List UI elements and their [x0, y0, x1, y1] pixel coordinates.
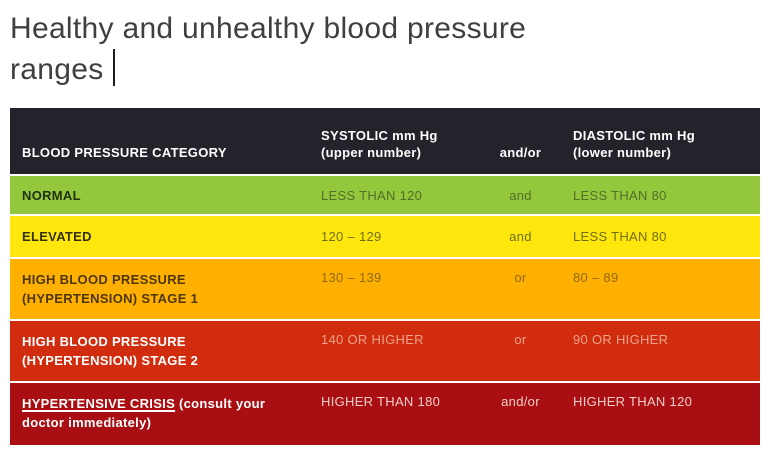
diastolic-cell: 90 OR HIGHER	[573, 332, 669, 347]
header-systolic: SYSTOLIC mm Hg (upper number)	[321, 128, 438, 160]
header-diastolic: DIASTOLIC mm Hg (lower number)	[573, 128, 695, 160]
header-connector: and/or	[499, 145, 542, 160]
table-header-row: BLOOD PRESSURE CATEGORY SYSTOLIC mm Hg (…	[10, 108, 760, 174]
diastolic-cell: LESS THAN 80	[573, 229, 667, 244]
crisis-label-note: (consult your doctor immediately)	[22, 396, 266, 430]
systolic-cell: LESS THAN 120	[321, 187, 423, 203]
page-title[interactable]: Healthy and unhealthy blood pressure rang…	[10, 8, 526, 90]
table-row-hypertension-stage-2: HIGH BLOOD PRESSURE (HYPERTENSION) STAGE…	[10, 321, 760, 381]
systolic-cell: HIGHER THAN 180	[321, 394, 441, 409]
category-cell: HIGH BLOOD PRESSURE (HYPERTENSION) STAGE…	[22, 272, 199, 306]
page-title-line2: ranges	[10, 53, 104, 86]
table-row-hypertensive-crisis: HYPERTENSIVE CRISIS (consult your doctor…	[10, 383, 760, 445]
connector-cell: and	[509, 229, 532, 244]
table-row-hypertension-stage-1: HIGH BLOOD PRESSURE (HYPERTENSION) STAGE…	[10, 259, 760, 319]
category-cell: ELEVATED	[22, 229, 92, 244]
diastolic-cell: 80 – 89	[573, 270, 619, 285]
systolic-cell: 130 – 139	[321, 270, 382, 285]
connector-cell: or	[514, 270, 527, 285]
text-cursor	[112, 49, 115, 86]
header-category: BLOOD PRESSURE CATEGORY	[22, 145, 227, 160]
table-row-elevated: ELEVATED 120 – 129 and LESS THAN 80	[10, 216, 760, 257]
systolic-cell: 140 OR HIGHER	[321, 332, 424, 347]
connector-cell: or	[514, 332, 527, 347]
table-row-normal: NORMAL LESS THAN 120 and LESS THAN 80	[10, 176, 760, 214]
blood-pressure-table: BLOOD PRESSURE CATEGORY SYSTOLIC mm Hg (…	[10, 108, 760, 445]
category-cell: HYPERTENSIVE CRISIS (consult your doctor…	[10, 383, 309, 432]
category-cell: NORMAL	[22, 187, 81, 203]
diastolic-cell: LESS THAN 80	[573, 187, 667, 203]
page-title-line1: Healthy and unhealthy blood pressure	[10, 12, 527, 45]
connector-cell: and/or	[501, 394, 540, 409]
systolic-cell: 120 – 129	[321, 229, 382, 244]
crisis-label-underlined: HYPERTENSIVE CRISIS	[22, 396, 176, 411]
category-cell: HIGH BLOOD PRESSURE (HYPERTENSION) STAGE…	[22, 334, 199, 368]
connector-cell: and	[509, 187, 532, 203]
diastolic-cell: HIGHER THAN 120	[573, 394, 693, 409]
